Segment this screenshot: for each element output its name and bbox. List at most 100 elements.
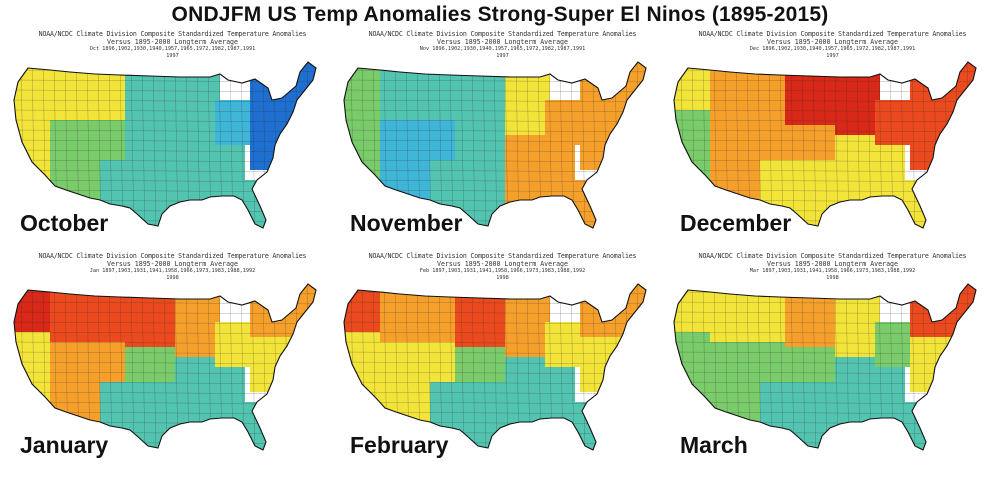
extra-year: 1998 bbox=[166, 275, 179, 281]
region-nw bbox=[14, 284, 50, 332]
us-outline bbox=[13, 283, 317, 451]
region-n-plains bbox=[785, 62, 835, 125]
us-map bbox=[13, 61, 317, 229]
map-panel-october: NOAA/NCDC Climate Division Composite Sta… bbox=[10, 30, 335, 258]
us-map bbox=[673, 61, 977, 229]
header-line-2: Versus 1895-2000 Longterm Average bbox=[436, 260, 568, 268]
region-ohio-valley bbox=[875, 100, 915, 145]
region-northeast bbox=[910, 284, 976, 337]
month-label: November bbox=[350, 210, 463, 236]
region-northeast bbox=[580, 284, 646, 337]
region-n-plains bbox=[455, 62, 505, 125]
header-line-1: NOAA/NCDC Climate Division Composite Sta… bbox=[38, 30, 307, 38]
header-line-1: NOAA/NCDC Climate Division Composite Sta… bbox=[368, 252, 637, 260]
region-n-rockies bbox=[50, 284, 130, 342]
region-mid-atlantic bbox=[580, 115, 640, 170]
region-n-rockies bbox=[380, 284, 460, 342]
panel-header: NOAA/NCDC Climate Division Composite Sta… bbox=[340, 252, 665, 281]
month-label: January bbox=[20, 432, 109, 458]
region-florida bbox=[565, 402, 610, 450]
map-panel-march: NOAA/NCDC Climate Division Composite Sta… bbox=[670, 252, 995, 480]
region-northeast bbox=[250, 284, 316, 337]
us-outline bbox=[13, 61, 317, 229]
region-n-plains bbox=[455, 284, 505, 347]
region-ohio-valley bbox=[215, 100, 255, 145]
panel-header: NOAA/NCDC Climate Division Composite Sta… bbox=[670, 252, 995, 281]
extra-year: 1998 bbox=[496, 275, 509, 281]
us-outline bbox=[673, 283, 977, 451]
header-line-1: NOAA/NCDC Climate Division Composite Sta… bbox=[368, 30, 637, 38]
extra-year: 1997 bbox=[496, 53, 509, 59]
us-map bbox=[343, 283, 647, 451]
region-ohio-valley bbox=[215, 322, 255, 367]
region-s-plains bbox=[455, 347, 505, 387]
month-label: March bbox=[680, 432, 748, 458]
region-n-rockies bbox=[380, 62, 460, 120]
region-nw bbox=[674, 62, 710, 110]
region-nw bbox=[674, 284, 710, 332]
region-nw bbox=[344, 284, 380, 332]
month-label: December bbox=[680, 210, 792, 236]
region-s-plains bbox=[125, 347, 175, 387]
us-outline bbox=[343, 61, 647, 229]
region-mid-atlantic bbox=[250, 337, 310, 392]
panel-header: NOAA/NCDC Climate Division Composite Sta… bbox=[670, 30, 995, 59]
region-ohio-valley bbox=[875, 322, 915, 367]
map-panel-december: NOAA/NCDC Climate Division Composite Sta… bbox=[670, 30, 995, 258]
region-s-plains bbox=[125, 125, 175, 165]
region-s-plains bbox=[785, 125, 835, 165]
header-line-2: Versus 1895-2000 Longterm Average bbox=[436, 38, 568, 46]
panel-header: NOAA/NCDC Climate Division Composite Sta… bbox=[10, 252, 335, 281]
region-florida bbox=[895, 180, 940, 228]
region-mid-atlantic bbox=[910, 115, 970, 170]
map-panel-january: NOAA/NCDC Climate Division Composite Sta… bbox=[10, 252, 335, 480]
years-line: Nov 1896,1902,1930,1940,1957,1965,1972,1… bbox=[419, 46, 586, 52]
region-ohio-valley bbox=[545, 322, 585, 367]
header-line-2: Versus 1895-2000 Longterm Average bbox=[106, 260, 238, 268]
month-label: February bbox=[350, 432, 449, 458]
region-nw bbox=[344, 62, 380, 110]
us-outline bbox=[673, 61, 977, 229]
region-s-plains bbox=[455, 125, 505, 165]
header-line-1: NOAA/NCDC Climate Division Composite Sta… bbox=[698, 30, 967, 38]
region-northeast bbox=[250, 62, 316, 115]
region-n-rockies bbox=[50, 62, 130, 120]
panel-header: NOAA/NCDC Climate Division Composite Sta… bbox=[10, 30, 335, 59]
map-panel-february: NOAA/NCDC Climate Division Composite Sta… bbox=[340, 252, 665, 480]
years-line: Mar 1897,1903,1931,1941,1958,1966,1973,1… bbox=[749, 268, 916, 274]
extra-year: 1997 bbox=[826, 53, 839, 59]
years-line: Oct 1896,1902,1930,1940,1957,1965,1972,1… bbox=[89, 46, 256, 52]
main-title: ONDJFM US Temp Anomalies Strong-Super El… bbox=[171, 3, 829, 26]
header-line-2: Versus 1895-2000 Longterm Average bbox=[766, 38, 898, 46]
region-florida bbox=[235, 180, 280, 228]
us-map bbox=[673, 283, 977, 451]
us-map bbox=[343, 61, 647, 229]
map-panel-november: NOAA/NCDC Climate Division Composite Sta… bbox=[340, 30, 665, 258]
extra-year: 1997 bbox=[166, 53, 179, 59]
region-n-plains bbox=[125, 62, 175, 125]
years-line: Feb 1897,1903,1931,1941,1958,1966,1973,1… bbox=[419, 268, 586, 274]
region-n-plains bbox=[785, 284, 835, 347]
region-florida bbox=[895, 402, 940, 450]
region-s-plains bbox=[785, 347, 835, 387]
region-northeast bbox=[910, 62, 976, 115]
region-n-rockies bbox=[710, 62, 790, 120]
us-map bbox=[13, 283, 317, 451]
header-line-1: NOAA/NCDC Climate Division Composite Sta… bbox=[38, 252, 307, 260]
years-line: Jan 1897,1903,1931,1941,1958,1966,1973,1… bbox=[89, 268, 256, 274]
header-line-1: NOAA/NCDC Climate Division Composite Sta… bbox=[698, 252, 967, 260]
region-northeast bbox=[580, 62, 646, 115]
panel-header: NOAA/NCDC Climate Division Composite Sta… bbox=[340, 30, 665, 59]
month-label: October bbox=[20, 210, 109, 236]
header-line-2: Versus 1895-2000 Longterm Average bbox=[106, 38, 238, 46]
region-mid-atlantic bbox=[910, 337, 970, 392]
region-ohio-valley bbox=[545, 100, 585, 145]
years-line: Dec 1896,1902,1930,1940,1957,1965,1972,1… bbox=[749, 46, 916, 52]
header-line-2: Versus 1895-2000 Longterm Average bbox=[766, 260, 898, 268]
region-mid-atlantic bbox=[580, 337, 640, 392]
region-mid-atlantic bbox=[250, 115, 310, 170]
region-florida bbox=[235, 402, 280, 450]
region-n-rockies bbox=[710, 284, 790, 342]
region-n-plains bbox=[125, 284, 175, 347]
region-florida bbox=[565, 180, 610, 228]
